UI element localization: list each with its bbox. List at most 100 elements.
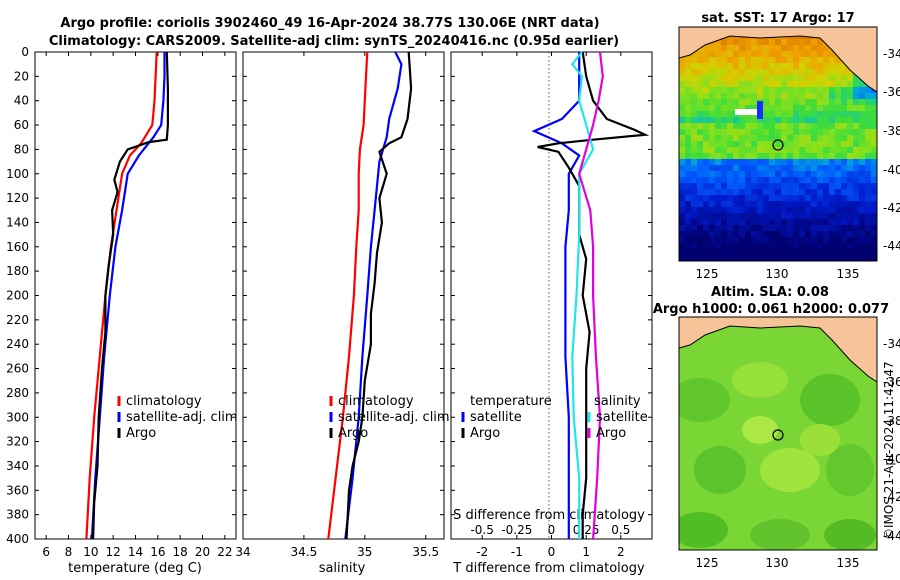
sst-cell — [769, 99, 775, 105]
sst-cell — [727, 39, 733, 45]
sst-cell — [745, 51, 751, 57]
salinity-x-tick-labels: 34 34.5 35 35.5 — [235, 545, 439, 559]
sst-cell — [847, 213, 853, 219]
sst-cell — [757, 39, 763, 45]
sst-cell — [703, 147, 709, 153]
sst-cell — [757, 45, 763, 51]
sst-cell — [769, 189, 775, 195]
sst-cell — [709, 45, 715, 51]
sst-float-position-marker — [772, 139, 784, 151]
sst-cell — [841, 213, 847, 219]
sst-cell — [685, 63, 691, 69]
sst-cell — [751, 171, 757, 177]
depth-tick-label: 260 — [6, 362, 29, 376]
sst-cell — [715, 105, 721, 111]
sst-cell — [835, 99, 841, 105]
sst-cell — [745, 57, 751, 63]
sst-cell — [745, 147, 751, 153]
sst-cell — [847, 249, 853, 255]
sst-cell — [823, 117, 829, 123]
sst-cell — [685, 147, 691, 153]
sst-cell — [769, 159, 775, 165]
salinity-tick-label: 35.5 — [412, 545, 439, 559]
sst-cell — [679, 69, 685, 75]
sst-cell — [817, 231, 823, 237]
sst-cell — [739, 231, 745, 237]
sst-cell — [841, 237, 847, 243]
sst-cell — [691, 201, 697, 207]
s-difference-tick-label: -0.5 — [470, 523, 493, 537]
sst-cell — [685, 243, 691, 249]
sst-cell — [685, 57, 691, 63]
sst-cell — [721, 171, 727, 177]
sst-cell — [781, 123, 787, 129]
sst-cell — [865, 213, 871, 219]
sst-cell — [835, 255, 841, 261]
s-difference-tick-labels: -0.5 -0.25 0 0.25 0.5 — [470, 523, 630, 537]
sst-cell — [733, 51, 739, 57]
sst-cell — [763, 63, 769, 69]
sst-cell — [793, 201, 799, 207]
sst-cell — [715, 237, 721, 243]
sst-cell — [793, 243, 799, 249]
sst-cell — [727, 111, 733, 117]
s-difference-axis-label: S difference from climatology — [453, 508, 645, 523]
sst-cell — [727, 129, 733, 135]
sla-map-title-line1: Altim. SLA: 0.08 — [711, 285, 829, 300]
depth-tick-label: 100 — [6, 167, 29, 181]
sst-cell — [727, 93, 733, 99]
depth-tick-label: 140 — [6, 215, 29, 229]
sst-cell — [691, 81, 697, 87]
sst-cell — [823, 213, 829, 219]
sst-cell — [853, 117, 859, 123]
sst-cell — [703, 45, 709, 51]
sst-cell — [691, 93, 697, 99]
sst-cell — [715, 189, 721, 195]
sst-cell — [853, 207, 859, 213]
sla-anomaly-patch — [694, 446, 746, 494]
sst-cell — [781, 57, 787, 63]
legend-title-temperature: temperature — [470, 394, 552, 409]
sst-cell — [829, 171, 835, 177]
sst-cell — [691, 51, 697, 57]
sst-cell — [847, 237, 853, 243]
sst-cell — [823, 237, 829, 243]
sst-cell — [805, 81, 811, 87]
sst-cell — [691, 165, 697, 171]
sst-cell — [823, 141, 829, 147]
sst-cell — [835, 87, 841, 93]
sst-cell — [853, 255, 859, 261]
sst-cell — [703, 69, 709, 75]
sst-cell — [865, 255, 871, 261]
sst-cell — [733, 57, 739, 63]
sst-cell — [769, 51, 775, 57]
sst-cell — [841, 225, 847, 231]
sst-cell — [733, 159, 739, 165]
sst-cell — [715, 93, 721, 99]
sla-lat-tick-label: -38 — [883, 414, 900, 428]
sst-cell — [829, 177, 835, 183]
sst-cell — [751, 69, 757, 75]
sst-cell — [769, 39, 775, 45]
sst-cell — [703, 201, 709, 207]
sst-cell — [721, 141, 727, 147]
sst-cell — [841, 93, 847, 99]
sst-cell — [787, 135, 793, 141]
sst-cell — [847, 243, 853, 249]
sst-cell — [733, 201, 739, 207]
sst-cell — [697, 153, 703, 159]
sst-cell — [799, 165, 805, 171]
sst-cell — [709, 219, 715, 225]
sst-cell — [835, 111, 841, 117]
sst-cell — [763, 207, 769, 213]
sst-cell — [739, 183, 745, 189]
sst-cell — [757, 63, 763, 69]
sst-cell — [763, 45, 769, 51]
legend-title-salinity: salinity — [594, 394, 641, 409]
sst-cell — [859, 123, 865, 129]
temperature-tick-label: 16 — [150, 545, 165, 559]
sst-cell — [685, 153, 691, 159]
sst-cell — [847, 123, 853, 129]
sst-cell — [805, 219, 811, 225]
sst-cell — [787, 51, 793, 57]
